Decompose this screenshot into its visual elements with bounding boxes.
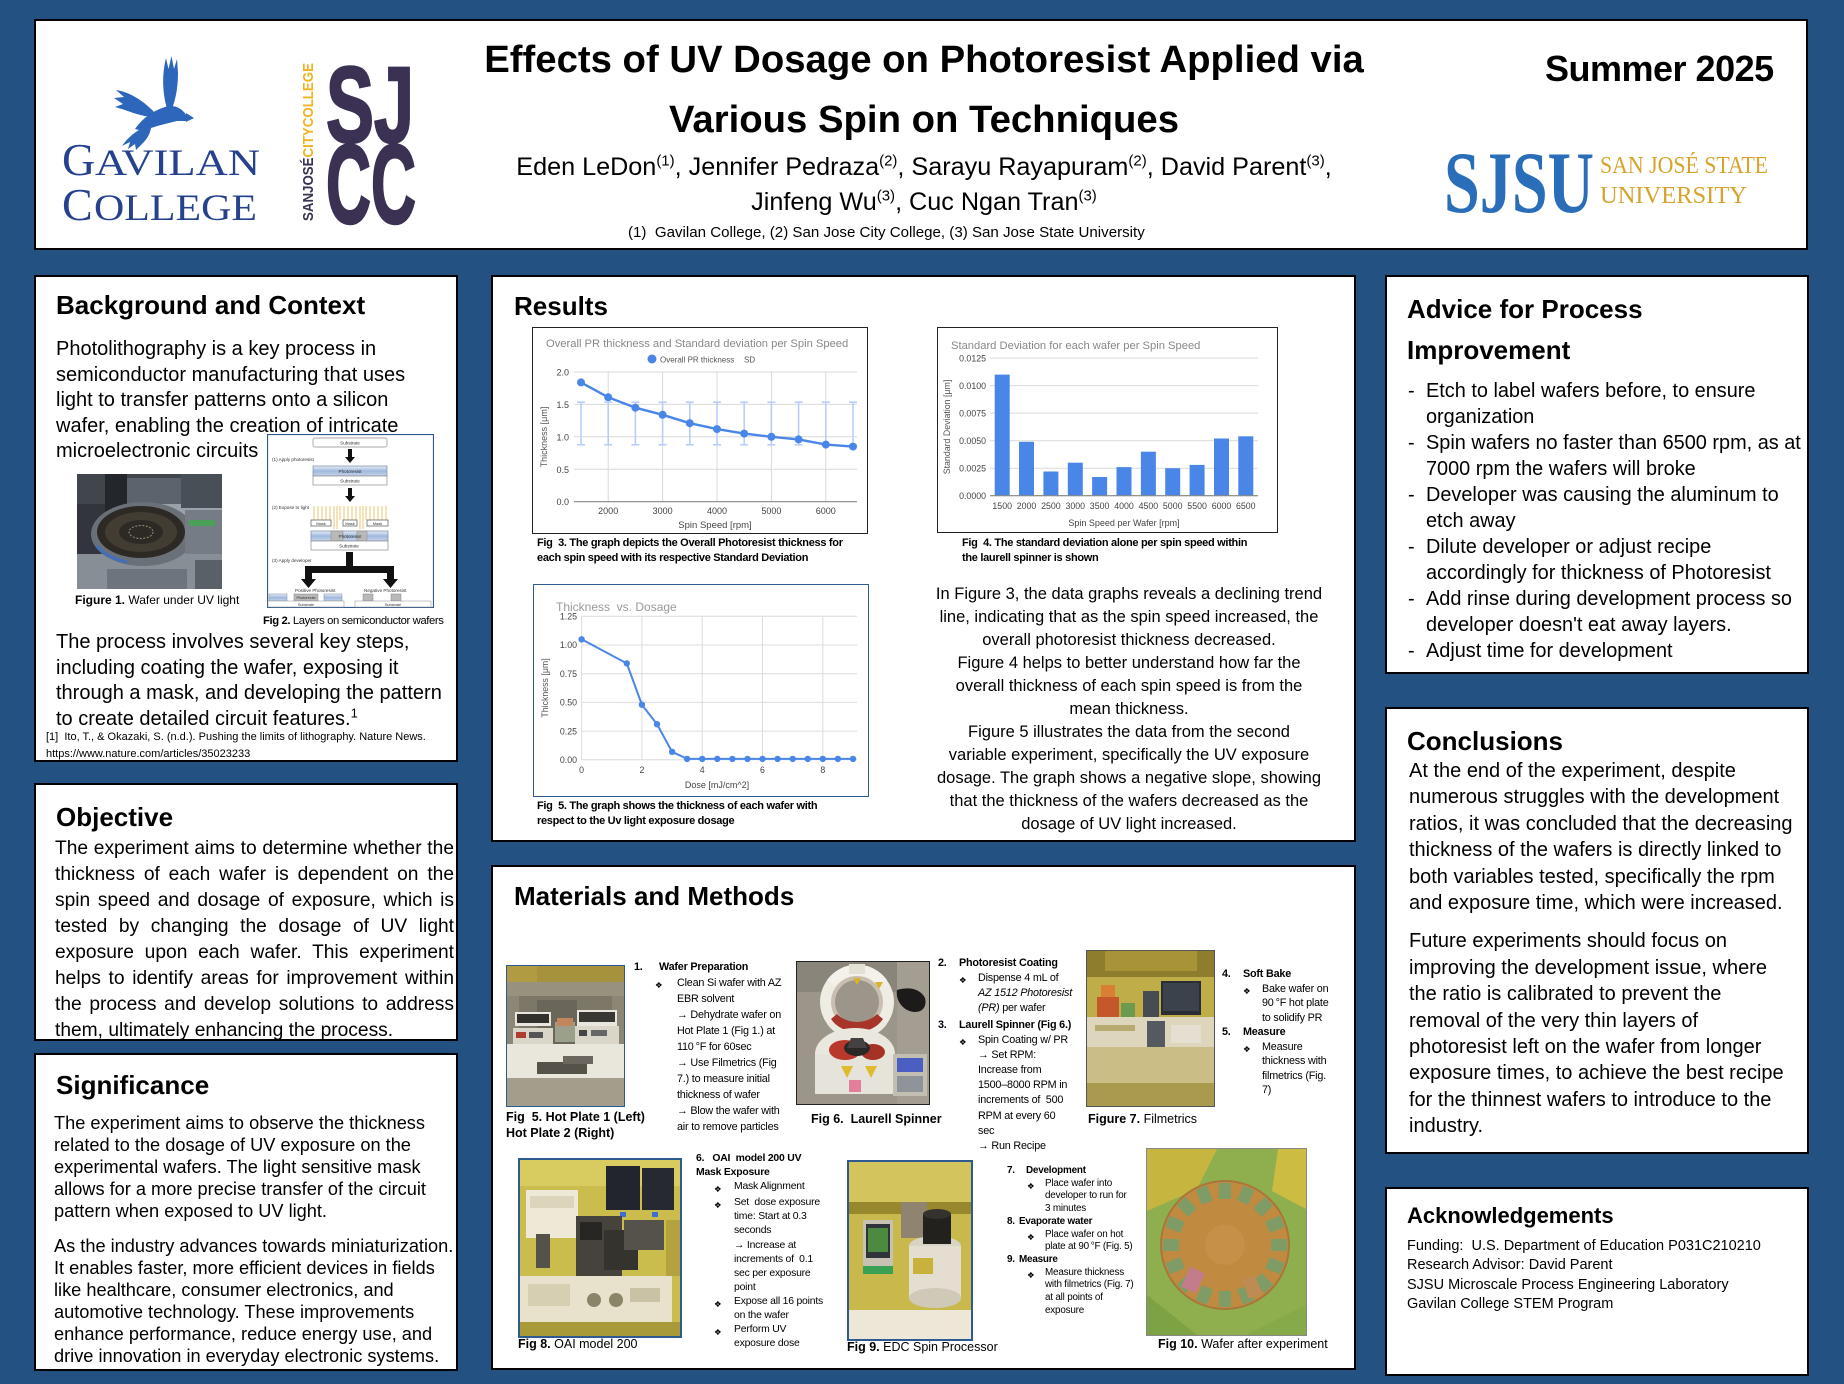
svg-text:6000: 6000 (1212, 501, 1232, 511)
svg-text:0.0050: 0.0050 (959, 436, 986, 446)
svg-text:Standard Deviation for each wa: Standard Deviation for each wafer per Sp… (951, 340, 1200, 352)
svg-text:Negative Photoresist: Negative Photoresist (364, 588, 407, 593)
svg-text:4000: 4000 (1114, 501, 1134, 511)
svg-text:Spin Speed per Wafer [rpm]: Spin Speed per Wafer [rpm] (1068, 518, 1179, 528)
svg-text:SD: SD (744, 356, 755, 365)
svg-text:(2) Expose to light: (2) Expose to light (272, 505, 310, 510)
svg-text:0.0025: 0.0025 (959, 464, 986, 474)
svg-text:4: 4 (700, 765, 705, 775)
svg-text:0.0125: 0.0125 (959, 354, 986, 364)
svg-text:Photoresist: Photoresist (339, 534, 363, 539)
svg-text:6500: 6500 (1236, 501, 1256, 511)
svg-text:Substrate: Substrate (385, 603, 401, 607)
svg-text:G: G (62, 134, 95, 185)
svg-text:1.5: 1.5 (556, 400, 569, 410)
svg-text:4500: 4500 (1139, 501, 1159, 511)
svg-text:Photoresist: Photoresist (297, 596, 317, 600)
svg-text:Substrate: Substrate (340, 479, 360, 484)
svg-text:1.25: 1.25 (560, 612, 577, 622)
svg-text:CC: CC (326, 122, 416, 247)
svg-text:3500: 3500 (1090, 501, 1110, 511)
svg-text:5500: 5500 (1187, 501, 1207, 511)
svg-text:SAN JOSÉ STATE: SAN JOSÉ STATE (1600, 153, 1768, 179)
svg-text:C: C (62, 179, 93, 226)
svg-text:SANJOSÉCITYCOLLEGE: SANJOSÉCITYCOLLEGE (300, 63, 317, 221)
svg-text:Photoresist: Photoresist (339, 469, 363, 474)
svg-text:0.5: 0.5 (556, 465, 569, 475)
svg-text:Overall PR thickness: Overall PR thickness (660, 356, 734, 365)
svg-text:2.0: 2.0 (556, 368, 569, 378)
svg-text:Mask: Mask (316, 521, 326, 526)
svg-text:Mask: Mask (373, 521, 383, 526)
svg-text:Spin Speed [rpm]: Spin Speed [rpm] (678, 520, 751, 531)
svg-text:3000: 3000 (1066, 501, 1086, 511)
svg-text:SJ: SJ (326, 57, 414, 165)
svg-text:6000: 6000 (816, 506, 836, 516)
svg-text:Substrate: Substrate (339, 544, 359, 549)
svg-text:(1) Apply photoresist: (1) Apply photoresist (272, 457, 315, 462)
svg-text:AVILAN: AVILAN (95, 143, 260, 184)
svg-text:0.0100: 0.0100 (959, 381, 986, 391)
svg-text:Substrate: Substrate (298, 603, 314, 607)
svg-text:Mask: Mask (345, 521, 355, 526)
svg-text:Thickness [μm]: Thickness [μm] (540, 658, 550, 717)
svg-text:Substrate: Substrate (340, 441, 360, 446)
svg-text:Thickness vs. Dosage: Thickness vs. Dosage (556, 600, 677, 614)
svg-text:6: 6 (760, 765, 765, 775)
svg-text:8: 8 (820, 765, 825, 775)
svg-text:OLLEGE: OLLEGE (94, 188, 257, 226)
svg-text:0.25: 0.25 (560, 726, 577, 736)
svg-text:1.00: 1.00 (560, 640, 577, 650)
svg-text:0.50: 0.50 (560, 698, 577, 708)
svg-text:Standard Deviation [μm]: Standard Deviation [μm] (942, 380, 952, 475)
svg-text:Positive Photoresist: Positive Photoresist (295, 588, 336, 593)
svg-text:0.0075: 0.0075 (959, 409, 986, 419)
svg-text:3000: 3000 (653, 506, 673, 516)
svg-text:4000: 4000 (707, 506, 727, 516)
svg-text:2000: 2000 (1017, 501, 1037, 511)
svg-text:0.75: 0.75 (560, 669, 577, 679)
svg-text:0.0: 0.0 (556, 497, 569, 507)
svg-text:2000: 2000 (598, 506, 618, 516)
svg-text:5000: 5000 (761, 506, 781, 516)
svg-text:Overall PR thickness and Stand: Overall PR thickness and Standard deviat… (546, 338, 848, 350)
svg-text:Thickness [μm]: Thickness [μm] (539, 407, 549, 468)
svg-text:0.00: 0.00 (560, 755, 577, 765)
svg-text:SJSU: SJSU (1444, 146, 1594, 232)
svg-text:5000: 5000 (1163, 501, 1183, 511)
svg-text:Dose [mJ/cm^2]: Dose [mJ/cm^2] (685, 780, 749, 790)
svg-text:2: 2 (639, 765, 644, 775)
svg-text:1.0: 1.0 (556, 432, 569, 442)
svg-text:0.0000: 0.0000 (959, 491, 986, 501)
svg-text:0: 0 (579, 765, 584, 775)
svg-text:UNIVERSITY: UNIVERSITY (1600, 183, 1747, 209)
svg-text:2500: 2500 (1041, 501, 1061, 511)
svg-text:(3) Apply developer: (3) Apply developer (272, 558, 312, 563)
svg-text:1500: 1500 (992, 501, 1012, 511)
